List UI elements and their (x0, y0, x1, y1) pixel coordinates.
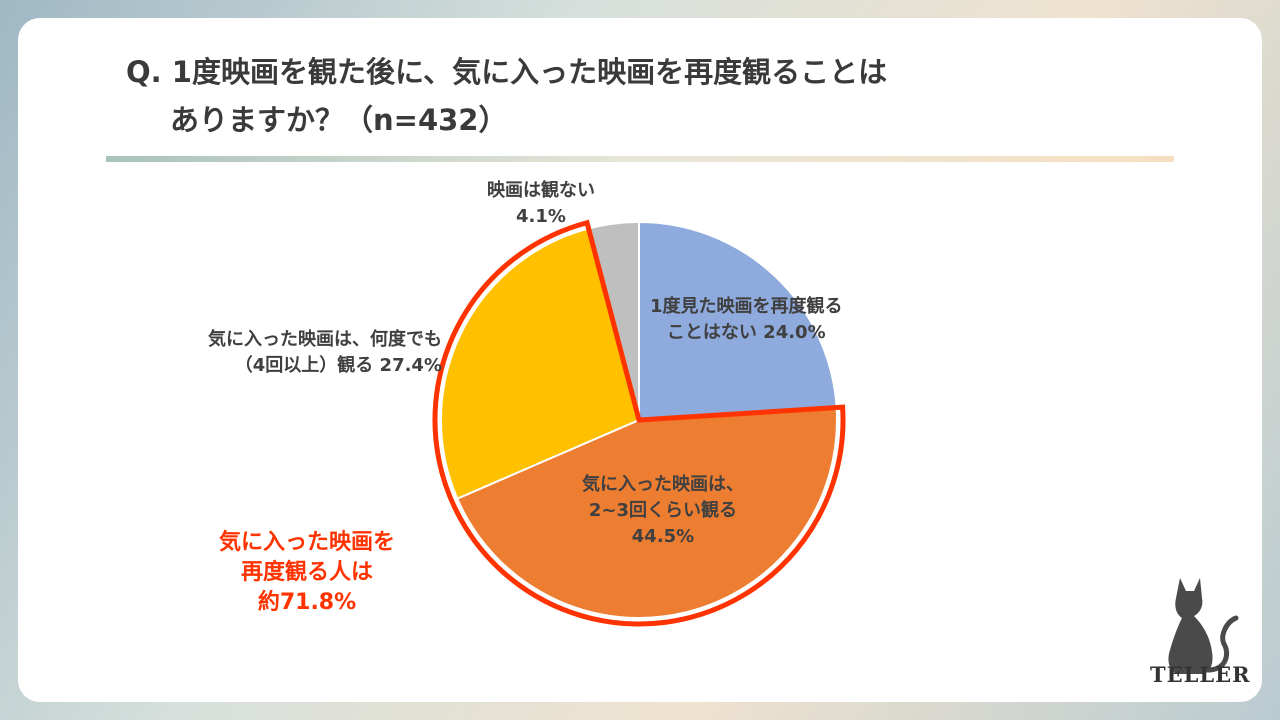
question-title-line-2: ありますか？（n=432） (170, 103, 508, 137)
slice-label-never-line-2: ことはない 24.0% (666, 322, 826, 343)
slice-label-none-line-2: 4.1% (516, 206, 566, 227)
slice-label-many-line-1: 気に入った映画は、何度でも (208, 329, 442, 350)
rewatch-callout-line-1: 気に入った映画を (218, 530, 395, 555)
slice-label-none: 映画は観ない 4.1% (458, 178, 624, 230)
slice-label-many: 気に入った映画は、何度でも （4回以上）観る 27.4% (166, 327, 442, 379)
teller-logo-text: TELLER (1150, 662, 1251, 687)
slice-label-twice-line-3: 44.5% (631, 526, 695, 547)
slice-never (638, 220, 838, 422)
slice-label-twice-line-1: 気に入った映画は、 (582, 474, 744, 495)
slice-label-none-line-1: 映画は観ない (487, 180, 595, 201)
slice-label-never-line-1: 1度見た映画を再度観る (650, 296, 843, 317)
cat-icon (1168, 578, 1239, 674)
slice-label-twice-line-2: 2~3回くらい観る (588, 500, 738, 521)
slice-label-never: 1度見た映画を再度観る ことはない 24.0% (650, 294, 843, 346)
rewatch-callout: 気に入った映画を 再度観る人は 約71.8% (212, 528, 402, 618)
slice-label-many-line-2: （4回以上）観る 27.4% (234, 355, 442, 376)
question-title: Q. 1度映画を観た後に、気に入った映画を再度観ることは ありますか？（n=43… (126, 48, 887, 144)
slice-label-twice: 気に入った映画は、 2~3回くらい観る 44.5% (572, 472, 754, 550)
slice-twice (455, 406, 838, 619)
rewatch-callout-line-3: 約71.8% (257, 590, 357, 615)
rewatch-callout-line-2: 再度観る人は (240, 560, 373, 585)
rewatch-highlight-outline (432, 219, 846, 627)
title-divider (106, 156, 1174, 162)
question-title-line-1: Q. 1度映画を観た後に、気に入った映画を再度観ることは (126, 55, 888, 89)
slice-many (440, 227, 641, 500)
